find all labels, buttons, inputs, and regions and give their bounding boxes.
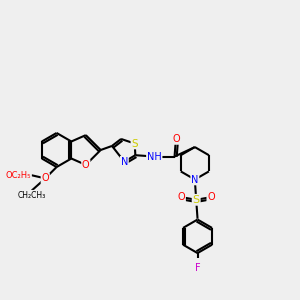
- Text: N: N: [191, 175, 199, 184]
- Text: O: O: [172, 134, 180, 144]
- Text: OC₂H₅: OC₂H₅: [6, 171, 31, 180]
- Text: O: O: [178, 192, 185, 202]
- Text: F: F: [195, 263, 200, 273]
- Text: O: O: [41, 173, 49, 183]
- Text: S: S: [193, 195, 200, 205]
- Text: CH₂CH₃: CH₂CH₃: [18, 190, 46, 200]
- Text: O: O: [207, 192, 215, 202]
- Text: O: O: [82, 160, 90, 170]
- Text: N: N: [121, 157, 128, 167]
- Text: S: S: [131, 139, 138, 148]
- Text: NH: NH: [147, 152, 162, 161]
